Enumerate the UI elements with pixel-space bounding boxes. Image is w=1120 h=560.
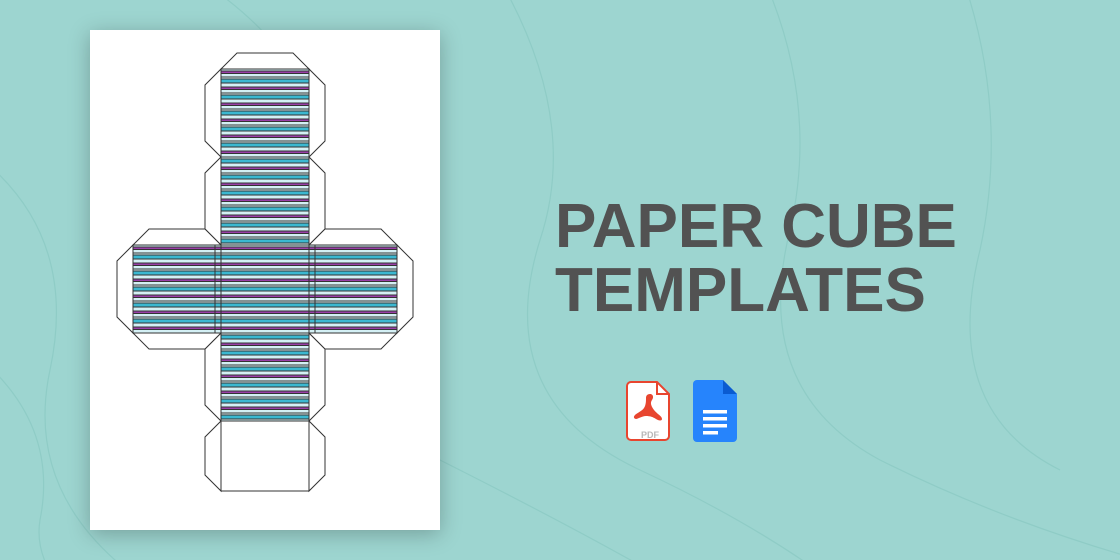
pdf-label: PDF (625, 430, 675, 440)
cube-net-diagram (115, 45, 415, 515)
page-title: PAPER CUBE TEMPLATES (555, 195, 957, 323)
title-line-1: PAPER CUBE (555, 195, 957, 259)
title-line-2: TEMPLATES (555, 259, 957, 323)
google-docs-icon[interactable] (691, 380, 741, 442)
pdf-icon[interactable]: PDF (625, 380, 675, 442)
template-preview-paper (90, 30, 440, 530)
format-icons-row: PDF (625, 380, 741, 442)
